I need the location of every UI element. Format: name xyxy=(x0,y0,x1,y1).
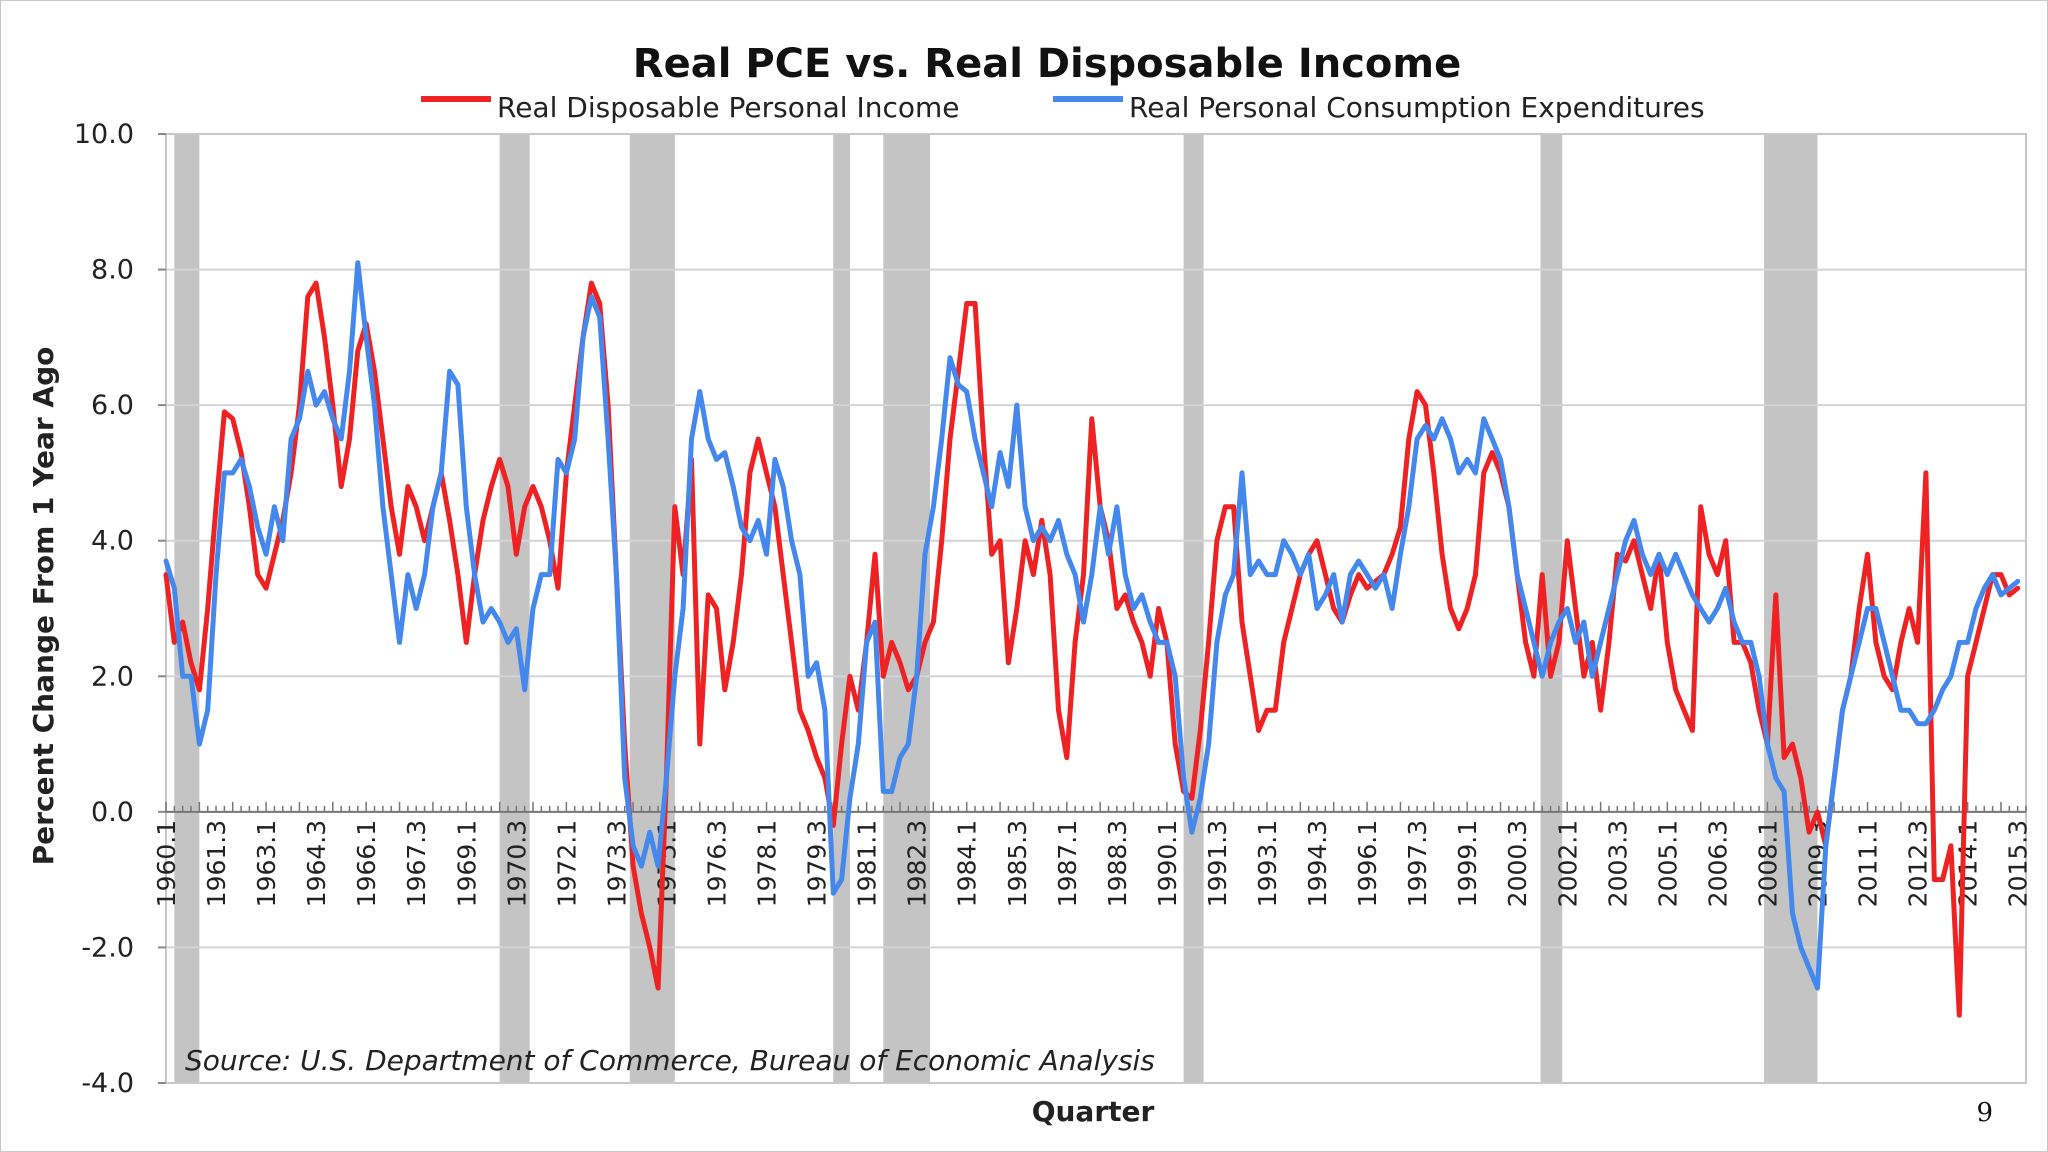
legend-label-pce: Real Personal Consumption Expenditures xyxy=(1129,91,1705,124)
x-axis-title: Quarter xyxy=(1032,1095,1155,1128)
x-tick-label-4: 1966.1 xyxy=(352,820,381,907)
x-tick-label-35: 2012.3 xyxy=(1904,820,1933,907)
y-tick-label-7: 10.0 xyxy=(74,119,134,150)
x-tick-label-11: 1976.3 xyxy=(702,820,731,907)
x-tick-label-29: 2003.3 xyxy=(1603,820,1632,907)
x-tick-label-16: 1984.1 xyxy=(953,820,982,907)
recession-bands xyxy=(174,134,1818,1083)
y-tick-label-3: 2.0 xyxy=(91,661,134,692)
x-tick-label-20: 1990.1 xyxy=(1153,820,1182,907)
legend-label-income: Real Disposable Personal Income xyxy=(497,91,959,124)
chart-title: Real PCE vs. Real Disposable Income xyxy=(633,41,1461,87)
x-tick-label-9: 1973.3 xyxy=(602,820,631,907)
x-tick-label-30: 2005.1 xyxy=(1653,820,1682,907)
x-tick-label-37: 2015.3 xyxy=(2004,820,2033,907)
legend: Real Disposable Personal Income Real Per… xyxy=(421,91,1705,124)
y-axis: -4.0 -2.0 0.0 2.0 4.0 6.0 8.0 10.0 xyxy=(74,119,166,1099)
recession-band-7 xyxy=(1764,134,1818,1083)
x-tick-label-25: 1997.3 xyxy=(1403,820,1432,907)
x-axis-zero-line xyxy=(165,801,2027,813)
x-tick-label-19: 1988.3 xyxy=(1103,820,1132,907)
y-axis-title: Percent Change From 1 Year Ago xyxy=(27,347,60,866)
x-tick-label-32: 2008.1 xyxy=(1753,820,1782,907)
y-tick-label-0: -4.0 xyxy=(81,1068,134,1099)
x-tick-label-3: 1964.3 xyxy=(302,820,331,907)
x-tick-label-21: 1991.3 xyxy=(1203,820,1232,907)
x-tick-label-12: 1978.1 xyxy=(753,820,782,907)
x-tick-label-2: 1963.1 xyxy=(252,820,281,907)
x-tick-label-27: 2000.3 xyxy=(1503,820,1532,907)
y-tick-label-6: 8.0 xyxy=(91,255,134,286)
x-tick-label-13: 1979.3 xyxy=(803,820,832,907)
plot-area-border xyxy=(165,133,2027,1084)
x-tick-label-23: 1994.3 xyxy=(1303,820,1332,907)
x-tick-label-28: 2002.1 xyxy=(1553,820,1582,907)
x-tick-label-14: 1981.1 xyxy=(853,820,882,907)
recession-band-2 xyxy=(629,134,675,1083)
y-tick-label-2: 0.0 xyxy=(91,797,134,828)
x-tick-label-7: 1970.3 xyxy=(502,820,531,907)
recession-band-5 xyxy=(1183,134,1204,1083)
x-tick-label-5: 1967.3 xyxy=(402,820,431,907)
series-line-pce xyxy=(163,260,2021,991)
x-tick-label-26: 1999.1 xyxy=(1453,820,1482,907)
x-tick-label-6: 1969.1 xyxy=(452,820,481,907)
x-tick-label-22: 1993.1 xyxy=(1253,820,1282,907)
series-lines xyxy=(163,260,2021,1018)
y-tick-label-4: 4.0 xyxy=(91,526,134,557)
x-tick-label-31: 2006.3 xyxy=(1703,820,1732,907)
x-tick-label-8: 1972.1 xyxy=(552,820,581,907)
x-tick-label-15: 1982.3 xyxy=(903,820,932,907)
source-note: Source: U.S. Department of Commerce, Bur… xyxy=(185,1044,1155,1077)
recession-band-3 xyxy=(833,134,850,1083)
x-tick-label-36: 2014.1 xyxy=(1954,820,1983,907)
x-tick-label-18: 1987.1 xyxy=(1053,820,1082,907)
x-tick-label-34: 2011.1 xyxy=(1854,820,1883,907)
x-tick-label-0: 1960.1 xyxy=(152,820,181,907)
x-tick-label-24: 1996.1 xyxy=(1353,820,1382,907)
recession-band-6 xyxy=(1540,134,1563,1083)
y-tick-label-1: -2.0 xyxy=(81,932,134,963)
x-tick-label-1: 1961.3 xyxy=(202,820,231,907)
page-number: 9 xyxy=(1976,1098,1993,1128)
recession-band-1 xyxy=(499,134,530,1083)
x-tick-label-17: 1985.3 xyxy=(1003,820,1032,907)
x-axis: 1960.1 1961.3 1963.1 1964.3 1966.1 1967.3 1969… xyxy=(152,820,2033,907)
y-tick-label-5: 6.0 xyxy=(91,390,134,421)
